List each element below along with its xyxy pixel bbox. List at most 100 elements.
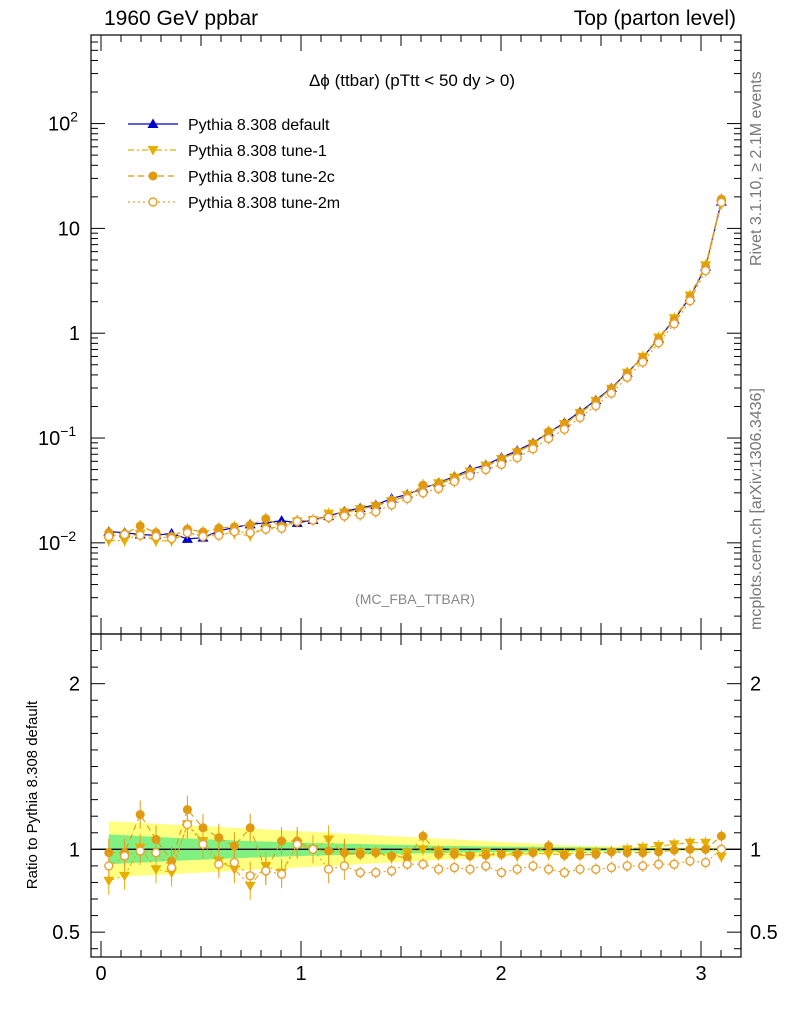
ratio-point-tune2m bbox=[323, 864, 334, 874]
ratio-point-tune2c bbox=[559, 850, 569, 860]
ratio-point-tune2m bbox=[496, 867, 507, 878]
ratio-point-tune2c bbox=[669, 845, 679, 855]
ratio-point-tune2c bbox=[449, 849, 459, 859]
data-point-tune2m bbox=[543, 433, 554, 444]
ratio-point-tune2c bbox=[606, 847, 616, 857]
data-point-tune2m bbox=[245, 527, 255, 538]
ratio-point-tune2c bbox=[685, 844, 695, 854]
ratio-line-tune1 bbox=[108, 823, 722, 887]
ratio-point-tune2m bbox=[292, 839, 302, 850]
ratio-point-tune2m bbox=[685, 856, 695, 866]
ratio-point-tune2m bbox=[512, 864, 522, 874]
data-point-tune2m bbox=[261, 524, 271, 534]
y-tick-label: 10−2 bbox=[38, 528, 76, 555]
ratio-point-tune2m bbox=[653, 859, 664, 869]
x-tick-label: 3 bbox=[695, 963, 706, 985]
ratio-point-tune2m bbox=[465, 864, 475, 874]
ratio-point-tune2c bbox=[355, 849, 365, 859]
legend-label-tune2c: Pythia 8.308 tune-2c bbox=[188, 169, 335, 186]
ratio-point-tune2m bbox=[151, 847, 161, 858]
data-point-tune2m bbox=[528, 444, 538, 454]
legend: Pythia 8.308 default Pythia 8.308 tune-1 P… bbox=[128, 117, 340, 212]
ratio-point-tune2c bbox=[465, 851, 475, 861]
data-point-tune2c bbox=[135, 521, 145, 531]
data-point-tune2m bbox=[606, 388, 617, 398]
data-point-tune2m bbox=[119, 529, 130, 540]
ratio-point-tune2c bbox=[387, 851, 397, 861]
ratio-point-tune1 bbox=[417, 845, 429, 855]
data-point-tune2m bbox=[465, 470, 475, 481]
legend-label-tune2m: Pythia 8.308 tune-2m bbox=[188, 195, 340, 212]
legend-marker-default bbox=[147, 118, 159, 128]
ratio-panel-frame bbox=[90, 633, 742, 958]
ratio-point-tune2m bbox=[119, 851, 130, 861]
data-point-tune2m bbox=[716, 197, 727, 208]
ratio-point-tune2c bbox=[544, 841, 554, 851]
ratio-point-tune2c bbox=[402, 853, 412, 863]
y-tick-label: 10−1 bbox=[38, 423, 76, 450]
data-point-tune2m bbox=[339, 511, 350, 521]
data-point-tune2m bbox=[182, 527, 193, 538]
ratio-point-tune2m bbox=[135, 846, 145, 856]
data-point-tune2m bbox=[575, 412, 585, 423]
data-point-tune2m bbox=[669, 319, 679, 329]
y-tick-label: 10 bbox=[58, 218, 80, 240]
data-point-tune2m bbox=[371, 507, 381, 517]
ratio-y-tick-label-right: 2 bbox=[750, 674, 761, 696]
data-point-tune2m bbox=[418, 488, 428, 498]
ratio-point-tune2c bbox=[481, 850, 491, 860]
ratio-point-tune2c bbox=[277, 836, 287, 846]
x-tick-label: 2 bbox=[495, 963, 506, 985]
ratio-point-tune2m bbox=[433, 864, 444, 874]
data-point-tune2m bbox=[104, 531, 114, 542]
data-point-tune2m bbox=[214, 530, 224, 541]
data-point-tune2m bbox=[166, 533, 177, 544]
ratio-point-tune1 bbox=[543, 850, 555, 860]
ratio-y-tick-label-left: 0.5 bbox=[52, 922, 80, 944]
data-point-tune2m bbox=[559, 424, 570, 435]
ratio-point-tune2c bbox=[182, 805, 192, 815]
data-point-tune2m bbox=[198, 531, 208, 542]
data-point-tune2m bbox=[402, 493, 412, 504]
ratio-y-tick-label-left: 1 bbox=[69, 839, 80, 861]
ratio-point-tune1 bbox=[150, 865, 162, 875]
series-line-tune2c bbox=[108, 199, 722, 538]
legend-marker-tune2m bbox=[148, 197, 158, 207]
ratio-point-tune2m bbox=[182, 819, 193, 830]
data-point-tune2c bbox=[245, 520, 255, 530]
ratio-point-tune2m bbox=[622, 861, 632, 871]
y-tick-label: 1 bbox=[69, 323, 80, 345]
data-point-tune2m bbox=[496, 459, 507, 470]
ratio-point-tune2m bbox=[166, 862, 177, 873]
data-point-tune2m bbox=[512, 452, 522, 463]
ratio-point-tune1 bbox=[103, 876, 115, 887]
data-point-tune2m bbox=[151, 531, 161, 542]
legend-marker-tune2c bbox=[148, 171, 158, 181]
x-tick-label: 0 bbox=[95, 963, 106, 985]
data-point-tune2m bbox=[308, 515, 318, 525]
ratio-point-tune2c bbox=[701, 844, 711, 854]
ratio-point-tune2m bbox=[339, 861, 350, 871]
ratio-point-tune2c bbox=[638, 848, 648, 858]
energy-label: 1960 GeV ppbar bbox=[104, 7, 259, 30]
ratio-y-tick-label-right: 0.5 bbox=[750, 922, 778, 944]
data-point-tune2m bbox=[622, 372, 632, 382]
data-point-tune2c bbox=[261, 514, 271, 524]
ratio-point-tune2c bbox=[229, 841, 239, 851]
ratio-point-tune2m bbox=[543, 864, 554, 874]
series-line-tune1 bbox=[108, 203, 722, 542]
ratio-point-tune2c bbox=[371, 848, 381, 858]
legend-marker-tune1 bbox=[147, 146, 159, 156]
ratio-point-tune2c bbox=[496, 849, 506, 859]
ratio-point-tune2m bbox=[355, 867, 365, 878]
main-panel-axes: 10−2 10−1 1 10 102 bbox=[38, 34, 742, 635]
ratio-point-tune2c bbox=[654, 847, 664, 857]
ratio-point-tune2m bbox=[276, 869, 287, 879]
data-point-tune2m bbox=[591, 401, 601, 411]
data-point-tune2m bbox=[276, 523, 287, 533]
data-point-tune2c bbox=[418, 480, 428, 490]
ratio-point-tune2m bbox=[371, 867, 381, 878]
ratio-point-tune1 bbox=[119, 871, 131, 882]
ratio-point-tune2m bbox=[700, 857, 711, 868]
